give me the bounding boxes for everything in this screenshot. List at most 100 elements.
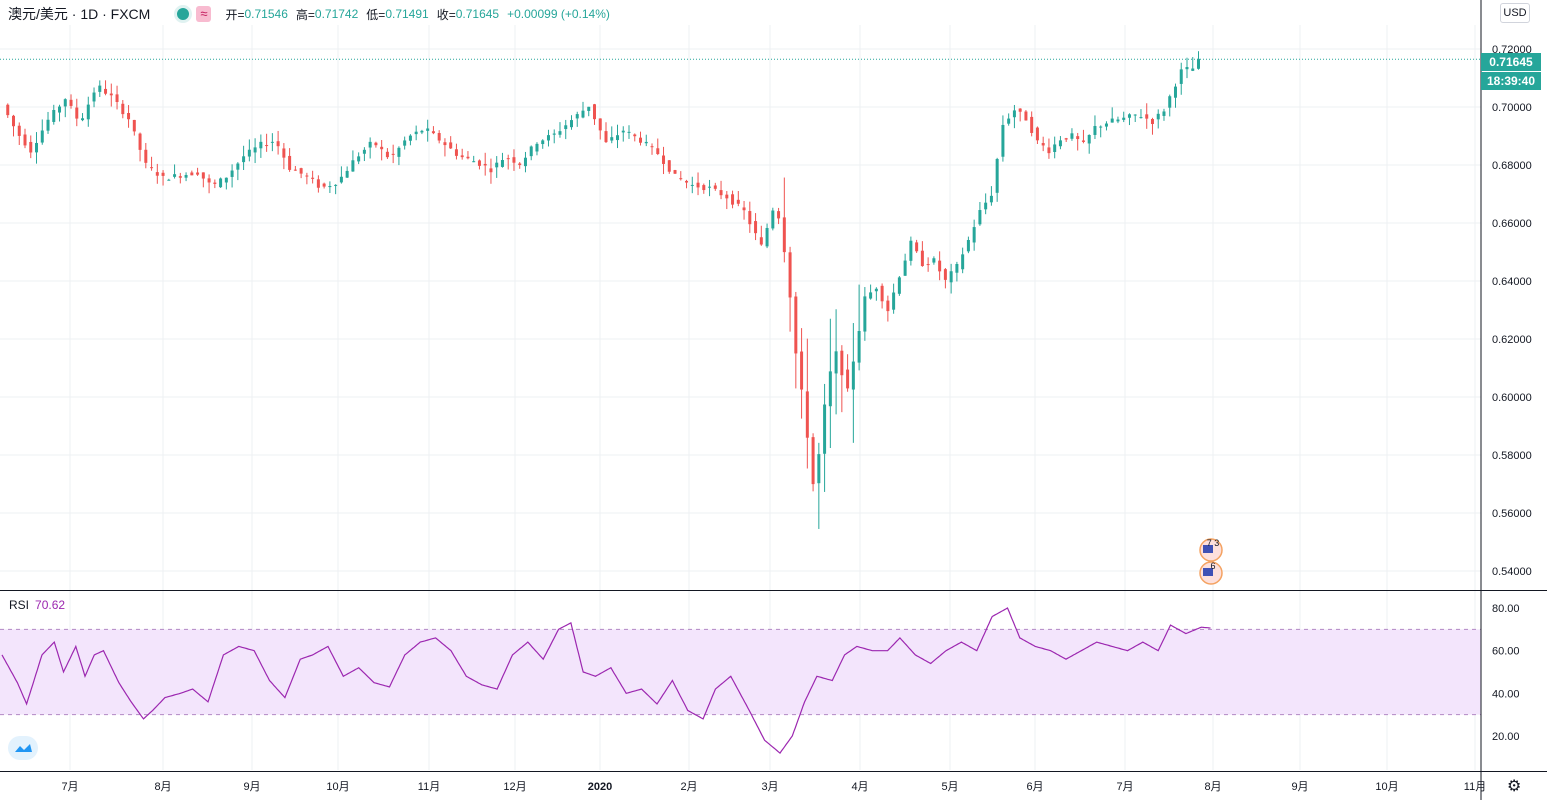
rsi-axis[interactable]: 80.00 60.00 40.00 20.00 xyxy=(1492,603,1520,743)
candle-up xyxy=(1116,119,1120,122)
rsi-line xyxy=(1,607,1211,754)
candle-down xyxy=(938,260,942,272)
time-tick-label: 2月 xyxy=(680,781,697,793)
candle-down xyxy=(702,185,706,191)
time-tick-label: 9月 xyxy=(243,781,260,793)
rsi-band-fill xyxy=(0,629,1481,715)
candle-up xyxy=(989,195,993,203)
candle-up xyxy=(247,149,251,157)
candle-up xyxy=(1168,96,1172,108)
candle-up xyxy=(472,161,476,163)
candle-down xyxy=(880,285,884,302)
flag-canton xyxy=(1203,568,1213,576)
candle-up xyxy=(1127,114,1131,118)
time-tick-label: 10月 xyxy=(1375,781,1398,793)
candle-up xyxy=(621,130,625,133)
candle-up xyxy=(63,99,67,107)
symbol-title[interactable]: 澳元/美元 · 1D · FXCM xyxy=(8,6,151,22)
time-tick-label: 12月 xyxy=(503,781,526,793)
candle-up xyxy=(1162,111,1166,116)
candle-up xyxy=(357,156,361,162)
last-price-tag: 0.71645 xyxy=(1481,53,1541,71)
candle-down xyxy=(1076,136,1080,140)
candle-up xyxy=(1012,110,1016,118)
candle-down xyxy=(161,172,165,176)
candle-down xyxy=(667,160,671,172)
candle-up xyxy=(259,141,263,149)
candle-up xyxy=(569,120,573,128)
candle-up xyxy=(40,130,44,143)
candle-up xyxy=(903,260,907,276)
price-axis[interactable]: 0.720000.700000.680000.660000.640000.620… xyxy=(1492,44,1532,578)
price-tick-label: 0.62000 xyxy=(1492,334,1532,346)
candle-up xyxy=(627,131,631,133)
price-tick-label: 0.56000 xyxy=(1492,508,1532,520)
candle-down xyxy=(811,437,815,485)
candle-up xyxy=(362,149,366,154)
candle-up xyxy=(408,135,412,141)
candle-down xyxy=(449,142,453,149)
candle-up xyxy=(1156,113,1160,120)
candle-down xyxy=(777,211,781,219)
candle-down xyxy=(920,250,924,267)
candle-up xyxy=(869,292,873,299)
rsi-value: 70.62 xyxy=(35,598,66,612)
candle-up xyxy=(587,106,591,111)
candle-up xyxy=(1139,117,1143,119)
candle-down xyxy=(483,163,487,166)
rsi-legend[interactable]: RSI 70.62 xyxy=(9,598,65,612)
candle-down xyxy=(1024,111,1028,121)
candle-up xyxy=(1133,114,1137,116)
candle-down xyxy=(150,167,154,169)
event-count: 6 xyxy=(1210,561,1215,571)
candle-down xyxy=(840,350,844,376)
candle-down xyxy=(437,133,441,141)
candle-down xyxy=(633,134,637,137)
candle-down xyxy=(1064,138,1068,140)
candle-down xyxy=(748,211,752,225)
candle-up xyxy=(52,109,56,122)
candle-up xyxy=(541,140,545,145)
economic-events[interactable]: 7 3 6 xyxy=(1199,538,1223,585)
candle-down xyxy=(155,172,159,176)
candle-up xyxy=(857,331,861,363)
currency-button[interactable]: USD xyxy=(1500,3,1530,23)
candle-up xyxy=(81,118,85,121)
candle-up xyxy=(253,147,257,153)
candle-down xyxy=(207,178,211,183)
candle-down xyxy=(311,177,315,179)
candle-up xyxy=(1087,134,1091,144)
tradingview-logo-icon[interactable] xyxy=(8,736,38,760)
candle-up xyxy=(897,277,901,294)
candle-down xyxy=(662,155,666,164)
candle-down xyxy=(288,155,292,170)
candle-up xyxy=(984,202,988,210)
candle-down xyxy=(6,104,10,116)
candle-down xyxy=(592,104,596,120)
candle-up xyxy=(334,184,338,186)
time-axis[interactable]: 7月 8月 9月 10月 11月 12月 2020 2月 3月 4月 5月 6月 7月 8月 9月 10月 11… xyxy=(61,781,1486,793)
candle-up xyxy=(173,174,177,177)
candle-down xyxy=(305,175,309,177)
gear-icon[interactable]: ⚙ xyxy=(1507,778,1522,795)
candle-down xyxy=(322,183,326,187)
candle-up xyxy=(345,170,349,178)
candle-up xyxy=(949,271,953,283)
flag-canton xyxy=(1203,545,1213,553)
candle-down xyxy=(736,199,740,204)
candle-down xyxy=(23,134,27,146)
candle-down xyxy=(1030,116,1034,133)
candle-down xyxy=(696,182,700,188)
candle-up xyxy=(1122,117,1126,120)
visibility-toggle-icon[interactable] xyxy=(174,5,193,23)
candle-up xyxy=(1179,69,1183,84)
candle-down xyxy=(719,190,723,196)
compare-wave-icon[interactable]: ≈ xyxy=(196,6,212,22)
candle-up xyxy=(46,119,50,131)
candle-down xyxy=(731,194,735,205)
event-count: 7 3 xyxy=(1207,538,1220,548)
rsi-tick-label: 60.00 xyxy=(1492,646,1520,658)
candle-up xyxy=(564,125,568,130)
